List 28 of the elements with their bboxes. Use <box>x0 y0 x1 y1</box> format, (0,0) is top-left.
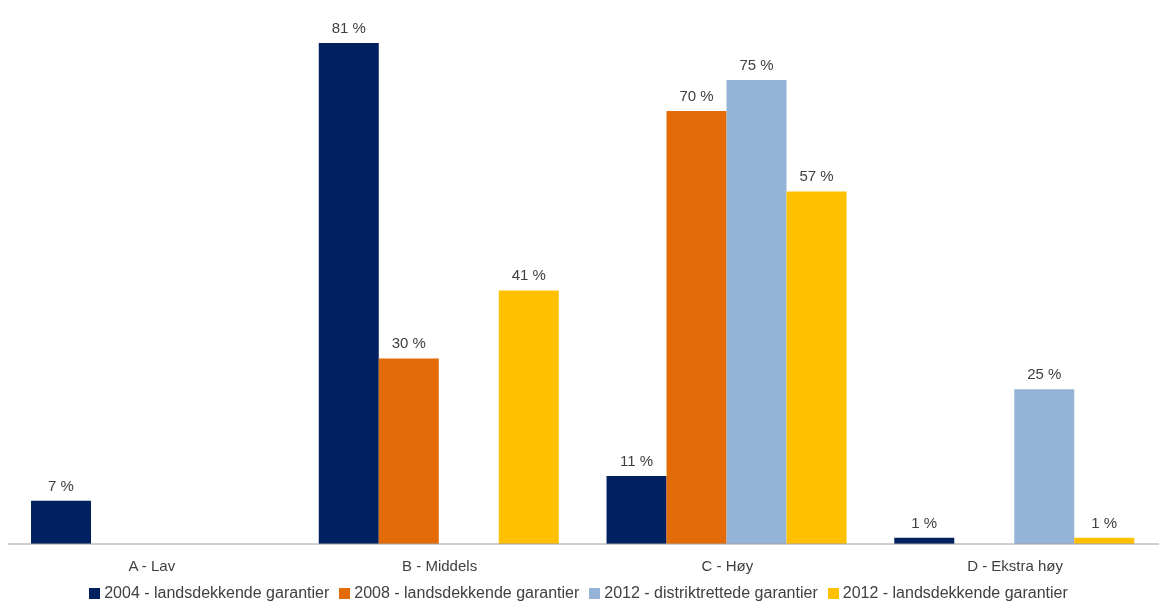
legend-label: 2012 - distriktrettede garantier <box>604 584 818 601</box>
bar <box>31 500 92 544</box>
bar <box>318 43 379 544</box>
legend-label: 2004 - landsdekkende garantier <box>104 584 330 601</box>
data-label: 70 % <box>679 87 714 105</box>
data-label: 1 % <box>911 513 938 531</box>
data-label: 7 % <box>48 476 74 494</box>
x-tick-label: D - Ekstra høy <box>967 556 1064 574</box>
bar <box>666 111 727 544</box>
data-label: 30 % <box>391 334 426 352</box>
legend-label: 2008 - landsdekkende garantier <box>354 584 580 601</box>
data-label: 11 % <box>619 451 654 469</box>
bar <box>1014 389 1075 544</box>
data-label: 75 % <box>739 56 774 74</box>
x-tick-label: B - Middels <box>402 556 478 574</box>
x-tick-label: A - Lav <box>128 556 176 574</box>
data-label: 81 % <box>331 19 366 36</box>
data-label: 57 % <box>799 167 834 185</box>
bar <box>606 475 667 544</box>
data-label: 25 % <box>1027 365 1062 383</box>
bar <box>726 80 787 544</box>
bar <box>378 358 439 544</box>
bar <box>786 191 847 544</box>
bar <box>498 290 559 544</box>
legend-label: 2012 - landsdekkende garantier <box>842 584 1068 601</box>
data-label: 1 % <box>1091 513 1118 531</box>
data-label: 41 % <box>511 266 546 284</box>
x-tick-label: C - Høy <box>701 556 754 574</box>
